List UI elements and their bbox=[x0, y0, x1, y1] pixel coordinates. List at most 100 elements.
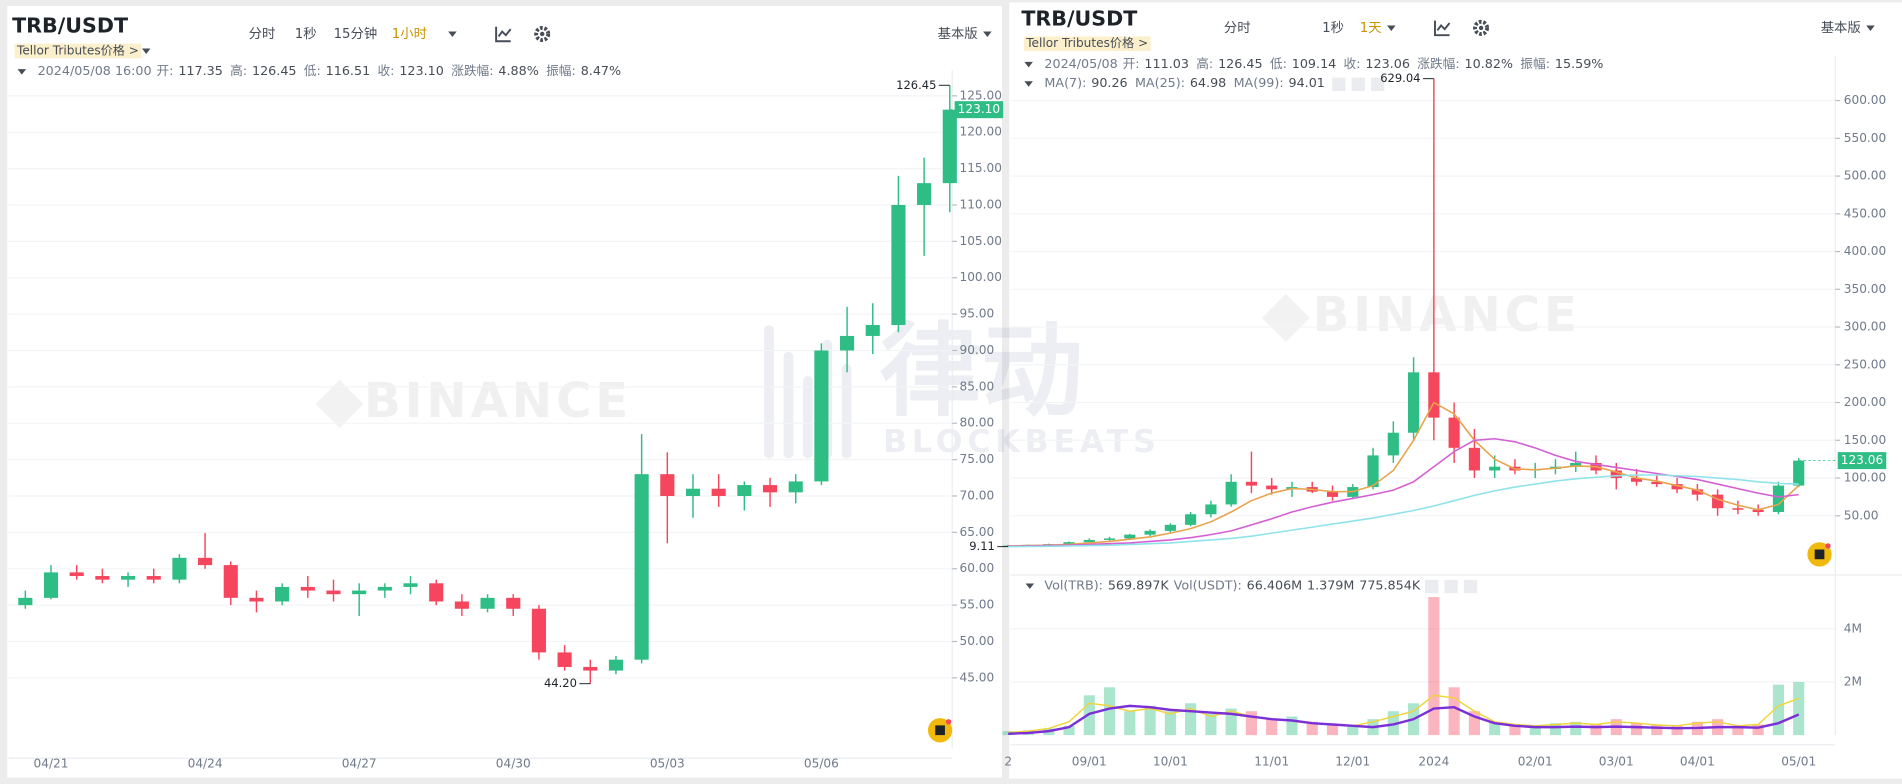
legend-icon[interactable] bbox=[1332, 77, 1346, 91]
legend-icon[interactable] bbox=[1371, 77, 1385, 91]
settings-icon[interactable] bbox=[1473, 19, 1490, 36]
candle-body bbox=[1468, 447, 1480, 471]
candle-body bbox=[608, 659, 624, 671]
interval-tab[interactable]: 1秒 bbox=[1322, 20, 1344, 36]
volume-bar bbox=[1509, 724, 1521, 736]
volume-bar bbox=[1387, 711, 1399, 736]
y-tick-label: 2M bbox=[1844, 675, 1862, 689]
extreme-label: 44.20 bbox=[544, 676, 577, 690]
candle-body bbox=[223, 565, 238, 598]
candle-body bbox=[172, 557, 187, 580]
candle-body bbox=[762, 485, 778, 493]
info-field-label: 高: bbox=[230, 63, 247, 79]
candle-body bbox=[506, 597, 521, 609]
volume-ma-line bbox=[1008, 694, 1799, 734]
subtitle-highlight bbox=[14, 43, 142, 59]
info-field-label: 振幅: bbox=[1520, 57, 1550, 72]
volume-legend-label: Vol(USDT): bbox=[1174, 578, 1242, 593]
candle-body bbox=[326, 590, 341, 595]
info-date: 2024/05/08 16:00 bbox=[38, 64, 152, 79]
legend-icon[interactable] bbox=[1425, 579, 1439, 594]
watermark-logo bbox=[1261, 293, 1310, 342]
extreme-label: 126.45 bbox=[896, 78, 936, 92]
last-price-label: 123.10 bbox=[958, 102, 1000, 116]
volume-ma-line bbox=[1008, 704, 1800, 735]
volume-bar bbox=[1549, 723, 1562, 736]
version-select[interactable]: 基本版 bbox=[938, 26, 978, 42]
interval-tab[interactable]: 分时 bbox=[1224, 20, 1251, 36]
y-tick-label: 110.00 bbox=[959, 197, 1001, 211]
candle-body bbox=[1691, 489, 1703, 495]
extreme-label: 629.04 bbox=[1380, 71, 1420, 85]
interval-tab[interactable]: 1天 bbox=[1360, 21, 1382, 36]
y-tick-label: 115.00 bbox=[959, 161, 1001, 175]
interval-tab[interactable]: 分时 bbox=[249, 26, 276, 42]
candle-body bbox=[1124, 534, 1136, 539]
y-tick-label: 105.00 bbox=[959, 234, 1001, 248]
candle-body bbox=[1671, 484, 1683, 490]
candle-body bbox=[1489, 466, 1501, 471]
candle-body bbox=[1225, 481, 1237, 505]
x-tick-label: 04/30 bbox=[496, 757, 531, 771]
candle-body bbox=[1144, 530, 1156, 535]
indicator-icon[interactable] bbox=[495, 26, 512, 43]
candle-body bbox=[1752, 509, 1764, 513]
overlay-en: BLOCKBEATS bbox=[883, 424, 1161, 460]
candle-body bbox=[429, 583, 444, 602]
settings-icon-core bbox=[1478, 25, 1484, 31]
candle-body bbox=[1428, 372, 1440, 418]
volume-bar bbox=[1326, 724, 1339, 736]
y-tick-label: 70.00 bbox=[959, 488, 994, 502]
y-tick-label: 4M bbox=[1844, 621, 1862, 635]
candle-body bbox=[1164, 524, 1176, 531]
volume-bar bbox=[1205, 713, 1217, 736]
legend-icon[interactable] bbox=[1351, 77, 1365, 91]
interval-tab[interactable]: 1小时 bbox=[392, 26, 427, 42]
candle-body bbox=[685, 488, 701, 496]
version-dropdown bbox=[983, 31, 992, 38]
y-tick-label: 100.00 bbox=[959, 270, 1001, 284]
candle-body bbox=[454, 601, 469, 609]
interval-tab[interactable]: 15分钟 bbox=[334, 25, 378, 42]
candle-body bbox=[1448, 417, 1460, 448]
ma-line bbox=[1008, 401, 1800, 547]
y-tick-label: 120.00 bbox=[959, 125, 1001, 139]
y-tick-label: 75.00 bbox=[959, 452, 994, 466]
x-tick-label: 04/01 bbox=[1680, 754, 1715, 768]
ma-legend-value: 90.26 bbox=[1091, 76, 1127, 91]
y-tick-label: 100.00 bbox=[1844, 471, 1886, 485]
subtitle[interactable]: Tellor Tributes价格 > bbox=[16, 42, 139, 57]
volume-bar bbox=[1671, 725, 1683, 736]
info-field-value: 111.03 bbox=[1144, 57, 1189, 72]
candle-body bbox=[403, 583, 418, 587]
volume-bar bbox=[1124, 711, 1136, 736]
candle-body bbox=[1570, 462, 1582, 467]
info-field-value: 10.82% bbox=[1465, 57, 1514, 72]
candle-body bbox=[95, 576, 110, 580]
info-field-value: 126.45 bbox=[1218, 57, 1263, 72]
x-tick-label: 04/21 bbox=[34, 757, 69, 771]
x-tick-label: 04/27 bbox=[342, 757, 377, 771]
candle-body bbox=[660, 474, 675, 496]
y-tick-label: 500.00 bbox=[1844, 169, 1886, 183]
candle-body bbox=[1205, 504, 1217, 515]
floating-button-dot bbox=[945, 719, 952, 725]
last-price-label: 123.06 bbox=[1841, 453, 1883, 467]
volume-bar bbox=[1468, 711, 1480, 736]
legend-icon[interactable] bbox=[1463, 579, 1478, 594]
legend-icon[interactable] bbox=[1444, 579, 1458, 594]
candle-body bbox=[198, 557, 213, 566]
volume-bar bbox=[1144, 705, 1156, 736]
interval-tab[interactable]: 1秒 bbox=[295, 26, 317, 42]
settings-icon[interactable] bbox=[534, 25, 551, 42]
version-select[interactable]: 基本版 bbox=[1821, 20, 1861, 36]
ma-legend-value: 64.98 bbox=[1190, 76, 1226, 91]
candle-body bbox=[480, 597, 495, 609]
subtitle[interactable]: Tellor Tributes价格 > bbox=[1025, 35, 1148, 50]
info-toggle bbox=[17, 69, 27, 75]
indicator-icon[interactable] bbox=[1434, 20, 1451, 37]
volume-bar bbox=[1306, 721, 1318, 736]
candle-body bbox=[18, 597, 33, 606]
y-tick-label: 400.00 bbox=[1844, 244, 1886, 258]
